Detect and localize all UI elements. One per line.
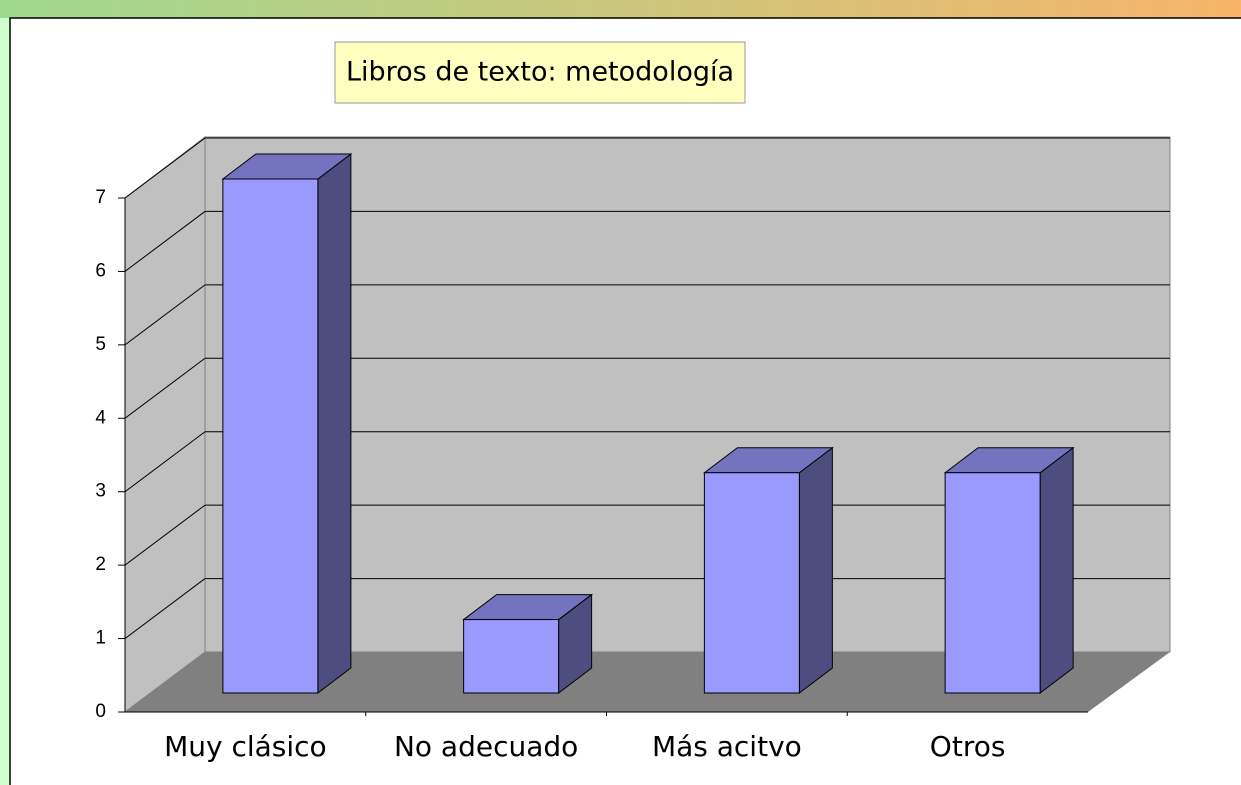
y-tick-label: 3 — [95, 481, 106, 502]
x-tick-label: No adecuado — [394, 730, 578, 763]
bar — [702, 446, 834, 695]
chart-title: Libros de texto: metodología — [346, 57, 734, 88]
y-tick-label: 5 — [95, 334, 106, 355]
y-tick-label: 4 — [95, 407, 106, 428]
bar-front — [703, 472, 800, 694]
bar-side — [798, 446, 833, 695]
floor — [125, 652, 1170, 712]
bar-front — [463, 619, 560, 694]
grid-line — [124, 284, 206, 346]
grid-line — [124, 578, 206, 639]
y-tick-label: 0 — [95, 701, 106, 722]
grid-line — [124, 357, 206, 419]
bar-front — [944, 472, 1041, 694]
top-band — [0, 0, 1241, 18]
title-box — [334, 41, 746, 104]
y-tick-label: 1 — [95, 628, 106, 649]
grid-line — [124, 137, 206, 199]
x-tick-label: Muy clásico — [164, 730, 327, 763]
bar — [221, 152, 353, 695]
grid-line — [124, 431, 206, 493]
bar-front — [222, 178, 319, 694]
y-tick-label: 2 — [95, 554, 106, 575]
bar — [462, 593, 594, 695]
x-tick-label: Otros — [930, 730, 1006, 763]
grid-line — [124, 504, 206, 566]
x-tick-label: Más acitvo — [652, 730, 802, 763]
side-wall — [124, 135, 206, 713]
plot: 0 1 2 3 4 5 6 7 Muy clásico No adecuado Más acitvo… — [95, 137, 1170, 763]
grid-line — [124, 211, 206, 272]
bar-side — [1039, 446, 1074, 695]
y-tick-label: 6 — [95, 260, 106, 281]
bar-side — [317, 152, 352, 695]
bar — [943, 446, 1075, 695]
y-tick-label: 7 — [95, 187, 106, 208]
